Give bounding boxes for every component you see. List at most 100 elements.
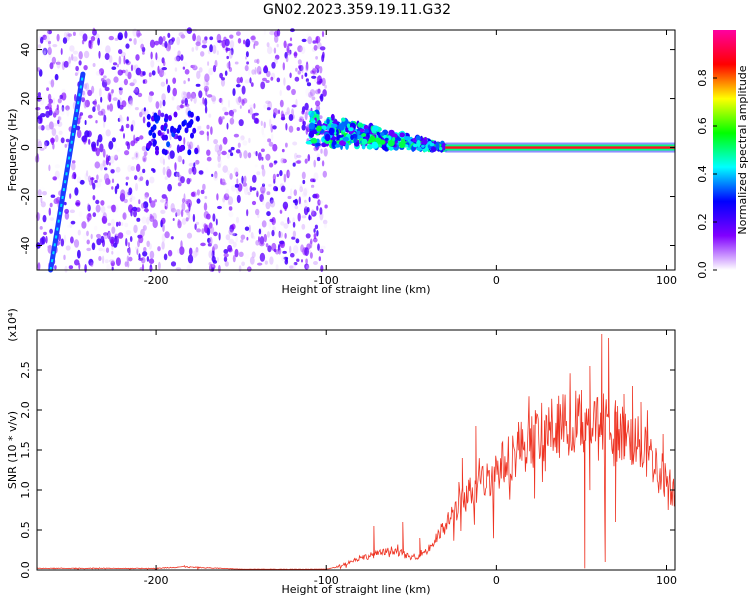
noise-blob [143, 247, 147, 252]
noise-blob [295, 98, 298, 108]
noise-blob [94, 98, 97, 108]
noise-blob [323, 221, 327, 229]
noise-blob [209, 44, 214, 53]
noise-blob [314, 193, 320, 199]
noise-blob [298, 118, 303, 122]
noise-blob [48, 121, 54, 130]
scatter-blob [334, 144, 341, 148]
noise-blob [48, 207, 51, 216]
noise-blob [222, 116, 225, 120]
noise-blob [116, 221, 119, 227]
noise-blob [311, 75, 317, 79]
scatter-blob [399, 132, 406, 138]
noise-blob [221, 97, 224, 105]
noise-blob [218, 265, 221, 274]
noise-blob [127, 242, 130, 248]
noise-blob [236, 31, 241, 36]
noise-blob [179, 246, 185, 256]
noise-blob [262, 140, 268, 144]
noise-blob [263, 233, 267, 243]
noise-blob [291, 104, 297, 108]
noise-blob [230, 231, 236, 237]
noise-blob [251, 69, 256, 75]
noise-blob [319, 207, 323, 215]
noise-blob [97, 104, 101, 112]
noise-blob [204, 97, 208, 107]
colorbar-tick-label: 0.6 [696, 117, 709, 135]
noise-blob [269, 197, 274, 204]
noise-blob [180, 240, 183, 250]
scatter-blob [403, 136, 411, 141]
noise-blob [92, 146, 98, 152]
x-tick-label: -100 [314, 274, 339, 287]
noise-blob [247, 152, 252, 159]
noise-blob [78, 60, 82, 66]
noise-blob [201, 44, 208, 49]
noise-blob [271, 61, 276, 69]
noise-blob [294, 198, 299, 206]
noise-blob [208, 67, 214, 76]
noise-blob [133, 38, 137, 45]
scatter-blob [316, 125, 322, 132]
noise-blob [76, 176, 81, 184]
noise-blob [176, 36, 181, 46]
noise-blob [238, 96, 242, 103]
noise-blob [86, 230, 89, 237]
noise-blob [164, 41, 168, 49]
noise-blob [187, 211, 191, 220]
scatter-blob [380, 132, 385, 137]
noise-blob [150, 200, 156, 208]
noise-blob [90, 262, 94, 267]
noise-blob [222, 199, 225, 209]
noise-blob [304, 111, 308, 121]
noise-blob [146, 256, 150, 262]
noise-blob [39, 97, 45, 106]
noise-blob [285, 142, 288, 148]
noise-blob [50, 79, 55, 88]
noise-blob [240, 239, 244, 243]
noise-blob [316, 205, 319, 211]
noise-blob [301, 215, 307, 219]
noise-blob [60, 137, 65, 144]
noise-blob [161, 93, 166, 102]
noise-blob [211, 95, 217, 102]
noise-blob [65, 105, 70, 111]
noise-blob [167, 154, 171, 160]
noise-blob [187, 254, 194, 264]
noise-blob [205, 87, 208, 97]
noise-blob [324, 204, 328, 209]
noise-blob [37, 115, 43, 124]
noise-blob [174, 56, 180, 62]
scatter-blob [384, 137, 389, 141]
noise-blob [139, 176, 144, 182]
noise-blob [210, 126, 213, 135]
noise-blob [49, 228, 53, 234]
noise-blob [71, 162, 76, 171]
noise-blob [245, 56, 247, 60]
noise-blob [289, 245, 292, 254]
noise-blob [232, 254, 236, 263]
noise-blob [110, 204, 116, 211]
noise-blob [176, 55, 181, 62]
noise-blob [266, 211, 271, 217]
noise-blob [245, 51, 249, 58]
spectrogram-xlabel: Height of straight line (km) [281, 283, 430, 296]
noise-blob [120, 222, 124, 226]
scatter-blob [308, 122, 315, 130]
noise-blob [192, 33, 197, 42]
noise-blob [190, 94, 193, 102]
noise-blob [158, 261, 161, 270]
scatter-blob [372, 125, 379, 131]
noise-blob [121, 100, 127, 108]
noise-blob [271, 229, 275, 237]
x-tick-label: -100 [314, 574, 339, 587]
noise-blob [297, 70, 301, 75]
noise-blob [307, 36, 313, 45]
noise-blob [164, 205, 167, 210]
noise-blob [109, 160, 115, 167]
noise-blob [313, 159, 317, 168]
noise-blob [127, 191, 132, 196]
noise-blob [78, 51, 83, 60]
noise-blob [99, 40, 103, 50]
scatter-blob [361, 138, 368, 145]
